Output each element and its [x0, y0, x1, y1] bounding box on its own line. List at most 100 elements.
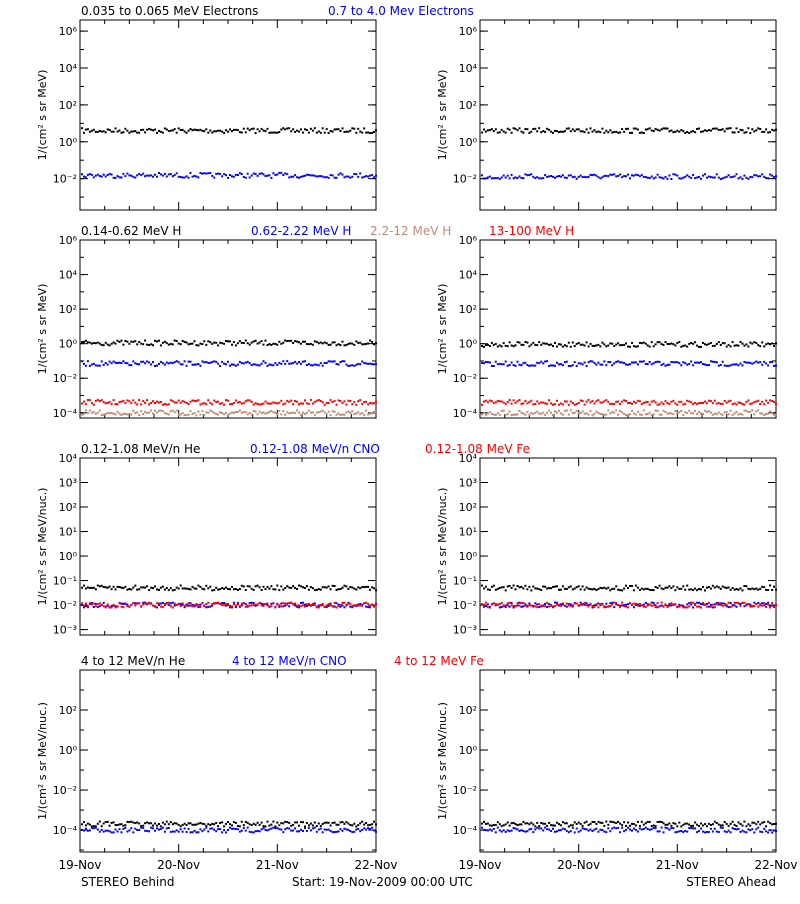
data-point [759, 128, 762, 130]
data-point [678, 821, 681, 824]
data-point [244, 361, 247, 364]
panel-title-entry: 0.035 to 0.065 MeV Electrons [81, 4, 258, 18]
data-point [644, 401, 647, 404]
y-tick-label: 10⁶ [459, 234, 478, 247]
data-point [359, 341, 362, 344]
data-point [607, 586, 610, 589]
data-point [156, 175, 158, 178]
data-point [298, 584, 300, 587]
data-point [581, 176, 584, 179]
data-point [132, 831, 135, 834]
data-point [309, 174, 312, 177]
data-point [288, 400, 291, 403]
data-point [719, 826, 722, 829]
data-point [771, 361, 774, 363]
data-point [625, 400, 627, 402]
data-point [666, 412, 669, 415]
data-point [100, 360, 103, 363]
data-point [102, 830, 105, 833]
data-point [128, 829, 131, 832]
data-point [775, 588, 777, 591]
data-point [323, 176, 326, 179]
data-point [520, 177, 523, 179]
data-point [130, 364, 133, 367]
data-point [171, 343, 174, 346]
data-point [106, 604, 109, 607]
data-point [353, 400, 356, 403]
data-point [225, 174, 227, 177]
data-point [217, 129, 220, 132]
data-point [158, 362, 160, 365]
data-point [727, 606, 730, 609]
data-point [662, 177, 665, 180]
data-point [745, 409, 748, 412]
data-point [96, 364, 99, 367]
data-point [209, 361, 212, 364]
data-point [763, 403, 766, 406]
data-point [713, 127, 716, 130]
x-tick-label: 21-Nov [656, 858, 699, 872]
data-point [126, 605, 129, 607]
data-point [276, 827, 279, 830]
data-point [246, 127, 249, 130]
data-point [333, 176, 336, 179]
data-point [215, 130, 218, 133]
panel-title-entry: 4 to 12 MeV/n He [81, 654, 185, 668]
data-point [528, 364, 531, 367]
data-point [569, 365, 572, 368]
data-point [741, 602, 744, 604]
data-point [571, 605, 574, 608]
data-point [122, 827, 125, 830]
data-point [112, 176, 115, 179]
data-point [638, 825, 641, 827]
data-point [631, 829, 633, 832]
data-point [367, 413, 370, 416]
data-point [765, 606, 768, 608]
data-point [733, 823, 736, 826]
data-point [132, 175, 135, 178]
data-point [223, 604, 226, 607]
data-point [240, 362, 243, 365]
data-point [240, 829, 243, 832]
data-point [238, 131, 241, 134]
data-point [674, 603, 677, 606]
data-point [323, 131, 326, 134]
data-point [98, 342, 101, 345]
data-point [775, 342, 777, 345]
data-point [207, 340, 210, 343]
data-point [654, 409, 657, 412]
data-point [341, 604, 344, 607]
data-point [215, 360, 218, 363]
data-point [96, 603, 99, 606]
data-point [236, 401, 239, 404]
data-point [662, 362, 665, 365]
data-point [315, 830, 318, 833]
data-point [304, 399, 306, 402]
data-point [542, 177, 545, 180]
data-point [142, 343, 145, 346]
data-point [276, 402, 279, 405]
data-point [761, 604, 764, 607]
data-point [266, 402, 269, 405]
panel-title-entry: 0.62-2.22 MeV H [251, 224, 351, 238]
data-point [559, 603, 562, 606]
data-point [83, 821, 85, 824]
data-point [337, 603, 340, 606]
data-point [353, 413, 356, 415]
data-point [305, 402, 308, 405]
data-point [705, 343, 708, 346]
data-point [199, 128, 202, 131]
data-point [280, 128, 283, 131]
data-point [674, 831, 677, 834]
data-point [508, 830, 511, 833]
data-point [236, 363, 239, 366]
data-point [481, 174, 483, 177]
data-point [492, 343, 495, 346]
data-point [302, 586, 304, 589]
data-point [597, 606, 600, 609]
data-point [195, 400, 198, 403]
data-point [597, 176, 600, 179]
data-point [140, 605, 143, 608]
panel-title-entry: 0.12-1.08 MeV Fe [425, 442, 530, 456]
data-point [707, 364, 710, 366]
